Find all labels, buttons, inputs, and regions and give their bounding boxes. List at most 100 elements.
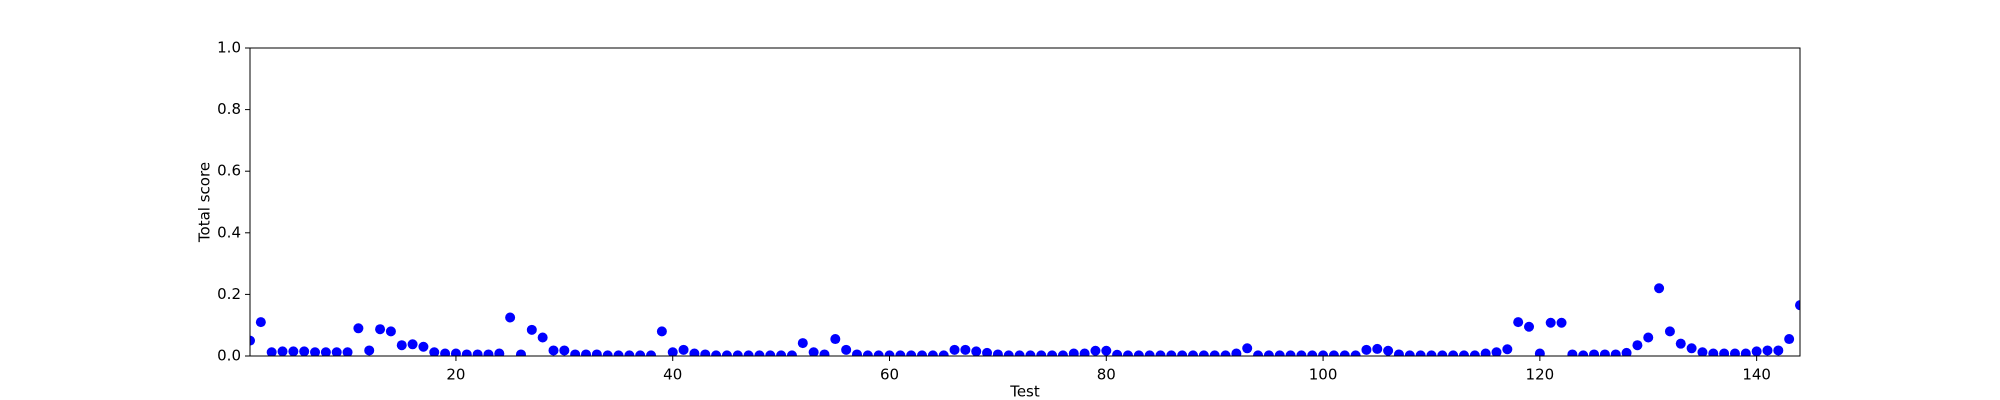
point bbox=[1437, 350, 1448, 356]
point bbox=[299, 346, 310, 356]
x-tick-label: 40 bbox=[663, 366, 682, 384]
point bbox=[1578, 350, 1589, 356]
point bbox=[1621, 347, 1632, 356]
point bbox=[1328, 350, 1339, 356]
point bbox=[1491, 347, 1502, 356]
point bbox=[776, 350, 787, 356]
point bbox=[884, 350, 895, 356]
point bbox=[342, 347, 353, 356]
point bbox=[559, 345, 570, 356]
y-tick-label: 0.0 bbox=[217, 347, 241, 365]
point bbox=[288, 346, 299, 356]
point bbox=[1719, 348, 1730, 356]
point bbox=[1740, 348, 1751, 356]
point bbox=[1524, 321, 1535, 332]
points bbox=[250, 283, 1800, 356]
x-tick-label: 20 bbox=[446, 366, 465, 384]
point bbox=[1502, 344, 1513, 355]
point bbox=[971, 346, 982, 356]
point bbox=[1708, 348, 1719, 356]
point bbox=[938, 350, 949, 356]
point bbox=[667, 347, 678, 356]
point bbox=[732, 350, 743, 356]
point bbox=[960, 344, 971, 355]
point bbox=[1263, 350, 1274, 356]
point bbox=[992, 349, 1003, 356]
point bbox=[1513, 317, 1524, 328]
point bbox=[635, 350, 646, 356]
point bbox=[1448, 350, 1459, 356]
point bbox=[700, 349, 711, 356]
x-tick-label: 120 bbox=[1526, 366, 1555, 384]
point bbox=[1534, 348, 1545, 356]
point bbox=[808, 347, 819, 356]
point bbox=[1383, 345, 1394, 356]
point bbox=[591, 349, 602, 356]
point bbox=[353, 323, 364, 334]
point bbox=[1209, 350, 1220, 356]
y-tick-label: 0.4 bbox=[217, 223, 241, 241]
point bbox=[646, 350, 657, 356]
point bbox=[320, 347, 331, 356]
x-tick-label: 100 bbox=[1309, 366, 1338, 384]
point bbox=[396, 340, 407, 351]
point bbox=[483, 349, 494, 356]
point bbox=[765, 350, 776, 356]
y-tick-label: 0.2 bbox=[217, 285, 241, 303]
point bbox=[1166, 350, 1177, 356]
point bbox=[1296, 350, 1307, 356]
point bbox=[364, 345, 375, 356]
point bbox=[927, 350, 938, 356]
point bbox=[1101, 345, 1112, 356]
point bbox=[1654, 283, 1665, 294]
point bbox=[1729, 348, 1740, 356]
point bbox=[505, 312, 516, 323]
point bbox=[678, 344, 689, 355]
point bbox=[570, 349, 581, 356]
point bbox=[526, 324, 537, 335]
point bbox=[450, 348, 461, 356]
y-tick-label: 1.0 bbox=[217, 39, 241, 57]
point bbox=[1643, 332, 1654, 343]
point bbox=[1220, 350, 1231, 356]
point bbox=[250, 335, 255, 346]
point bbox=[602, 350, 613, 356]
point bbox=[613, 350, 624, 356]
point bbox=[581, 349, 592, 356]
point bbox=[1567, 349, 1578, 356]
point bbox=[1188, 350, 1199, 356]
point bbox=[711, 350, 722, 356]
point bbox=[982, 347, 993, 356]
y-tick-label: 0.8 bbox=[217, 100, 241, 118]
point bbox=[656, 326, 667, 337]
point bbox=[1242, 343, 1253, 354]
point bbox=[1025, 350, 1036, 356]
point bbox=[1122, 350, 1133, 356]
point bbox=[1307, 350, 1318, 356]
point bbox=[1177, 350, 1188, 356]
point bbox=[1372, 343, 1383, 354]
x-tick-label: 60 bbox=[880, 366, 899, 384]
point bbox=[1599, 349, 1610, 356]
point bbox=[537, 332, 548, 343]
point bbox=[851, 349, 862, 356]
point bbox=[1458, 350, 1469, 356]
point bbox=[429, 347, 440, 356]
point bbox=[1057, 350, 1068, 356]
point bbox=[310, 347, 321, 356]
point bbox=[266, 347, 277, 356]
point bbox=[1426, 350, 1437, 356]
x-tick-label: 80 bbox=[1097, 366, 1116, 384]
point bbox=[1231, 348, 1242, 356]
point bbox=[331, 347, 342, 356]
point bbox=[1285, 350, 1296, 356]
point bbox=[1274, 350, 1285, 356]
x-axis-label: Test bbox=[1009, 383, 1040, 400]
y-tick-label: 0.6 bbox=[217, 162, 241, 180]
point bbox=[418, 341, 429, 352]
point bbox=[1632, 340, 1643, 351]
point bbox=[1795, 300, 1800, 311]
point bbox=[873, 350, 884, 356]
point bbox=[1751, 346, 1762, 356]
